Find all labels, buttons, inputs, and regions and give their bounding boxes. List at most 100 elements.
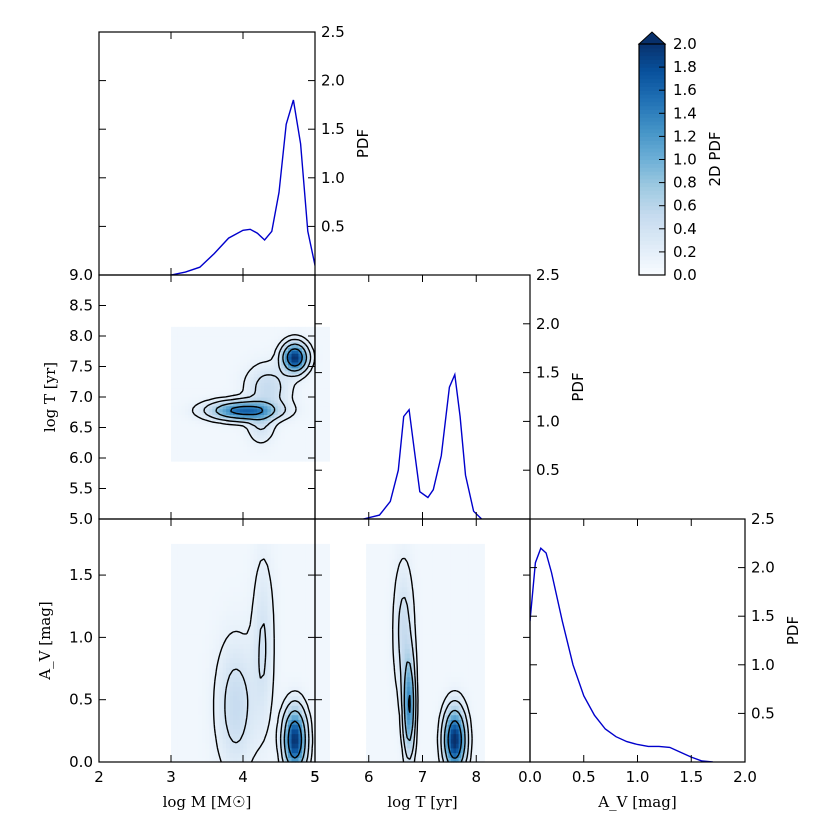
- m-t-density-cell: [236, 358, 241, 363]
- m-av-density-cell: [232, 567, 238, 573]
- m-av-density-cell: [226, 681, 231, 687]
- m-t-density-cell: [260, 458, 265, 462]
- m-t-density-cell: [188, 338, 193, 343]
- m-av-density-cell: [263, 591, 269, 597]
- m-t-density-cell: [177, 408, 182, 413]
- m-av-density-cell: [246, 581, 251, 588]
- m-av-density-cell: [315, 596, 320, 602]
- m-av-density-cell: [195, 615, 200, 621]
- m-t-density-cell: [208, 379, 213, 383]
- m-t-density-cell: [257, 443, 262, 448]
- m-t-density-cell: [239, 443, 244, 448]
- m-av-density-cell: [195, 572, 200, 578]
- m-t-density-cell: [319, 356, 324, 360]
- m-av-density-cell: [281, 581, 286, 588]
- t-av-density-cell: [389, 724, 393, 730]
- m-av-density-cell: [257, 577, 262, 583]
- m-t-density-cell: [212, 417, 217, 421]
- m-av-density-cell: [315, 615, 320, 621]
- m-av-density-cell: [301, 596, 306, 602]
- m-av-density-cell: [171, 667, 176, 673]
- t-av-density-cell: [394, 695, 398, 701]
- m-av-density-cell: [195, 733, 200, 739]
- m-av-density-cell: [171, 714, 176, 720]
- t-av-density-cell: [404, 705, 408, 711]
- m-t-density-cell: [222, 356, 227, 360]
- m-t-density-cell: [319, 452, 324, 456]
- m-av-density-cell: [236, 681, 241, 687]
- m-t-density-cell: [229, 440, 234, 445]
- m-av-density-cell: [222, 652, 227, 659]
- t-av-density-cell: [376, 700, 380, 706]
- m-av-density-cell: [253, 619, 258, 626]
- t-av-density-cell: [450, 752, 455, 758]
- t-av-density-cell: [371, 709, 375, 716]
- m-t-density-cell: [274, 350, 279, 354]
- m-t-density-cell: [184, 385, 189, 389]
- m-t-density-cell: [239, 361, 244, 366]
- m-t-density-cell: [212, 393, 217, 398]
- m-av-density-cell: [232, 600, 238, 607]
- m-av-density-cell: [232, 624, 238, 630]
- t-av-density-cell: [430, 695, 434, 701]
- t-av-density-cell: [373, 728, 377, 735]
- m-t-density-cell: [298, 420, 303, 424]
- m-t-density-cell: [181, 376, 186, 380]
- m-t-density-cell: [191, 358, 196, 363]
- m-t-density-cell: [232, 408, 238, 413]
- t-av-density-cell: [456, 714, 460, 720]
- m-av-density-cell: [322, 572, 327, 578]
- m-av-density-cell: [201, 719, 207, 725]
- m-av-density-cell: [284, 558, 289, 564]
- m-t-density-cell: [215, 326, 220, 331]
- t-av-density-cell: [396, 738, 401, 744]
- m-t-density-cell: [215, 364, 220, 369]
- m-av-density-cell: [205, 700, 210, 706]
- t-av-density-cell: [481, 733, 485, 739]
- m-t-density-cell: [322, 437, 327, 442]
- t-av-density-cell: [453, 705, 457, 711]
- m-av-density-cell: [294, 581, 300, 588]
- m-av-density-cell: [308, 667, 313, 673]
- m-av-density-cell: [288, 648, 293, 654]
- m-av-density-cell: [325, 615, 330, 621]
- m-av-density-cell: [177, 634, 182, 640]
- m-t-density-cell: [315, 428, 320, 433]
- t-av-density-cell: [430, 733, 434, 739]
- t-av-density-cell: [453, 695, 457, 701]
- m-t-density-cell: [226, 420, 231, 424]
- m-av-density-cell: [308, 562, 313, 569]
- t-av-density-cell: [443, 757, 447, 763]
- m-av-density-cell: [253, 695, 258, 701]
- m-av-density-cell: [270, 709, 275, 716]
- m-av-density-cell: [263, 619, 269, 626]
- m-av-density-cell: [305, 615, 310, 621]
- m-av-density-cell: [201, 671, 207, 678]
- m-av-density-cell: [253, 615, 258, 621]
- m-av-density-cell: [322, 629, 327, 635]
- m-t-density-cell: [205, 338, 210, 343]
- m-t-density-cell: [174, 443, 179, 448]
- t-av-density-cell: [420, 700, 424, 706]
- m-t-density-cell: [260, 455, 265, 459]
- m-t-density-cell: [188, 341, 193, 345]
- m-av-density-cell: [232, 652, 238, 659]
- m-t-density-cell: [232, 329, 238, 334]
- m-t-density-cell: [267, 405, 272, 410]
- m-t-density-cell: [232, 455, 238, 459]
- m-t-density-cell: [294, 411, 300, 415]
- m-t-density-cell: [215, 382, 220, 386]
- m-av-density-cell: [219, 619, 224, 626]
- m-t-density-cell: [191, 367, 196, 372]
- m-t-density-cell: [270, 364, 275, 369]
- m-av-density-cell: [305, 634, 310, 640]
- m-av-density-cell: [274, 567, 279, 573]
- m-t-density-cell: [174, 361, 179, 366]
- m-av-density-cell: [212, 743, 217, 749]
- m-av-density-cell: [315, 619, 320, 626]
- m-av-density-cell: [184, 562, 189, 569]
- t-av-density-cell: [417, 738, 421, 744]
- m-t-density-cell: [274, 373, 279, 378]
- t-av-density-cell: [425, 709, 429, 716]
- m-av-density-cell: [284, 610, 289, 616]
